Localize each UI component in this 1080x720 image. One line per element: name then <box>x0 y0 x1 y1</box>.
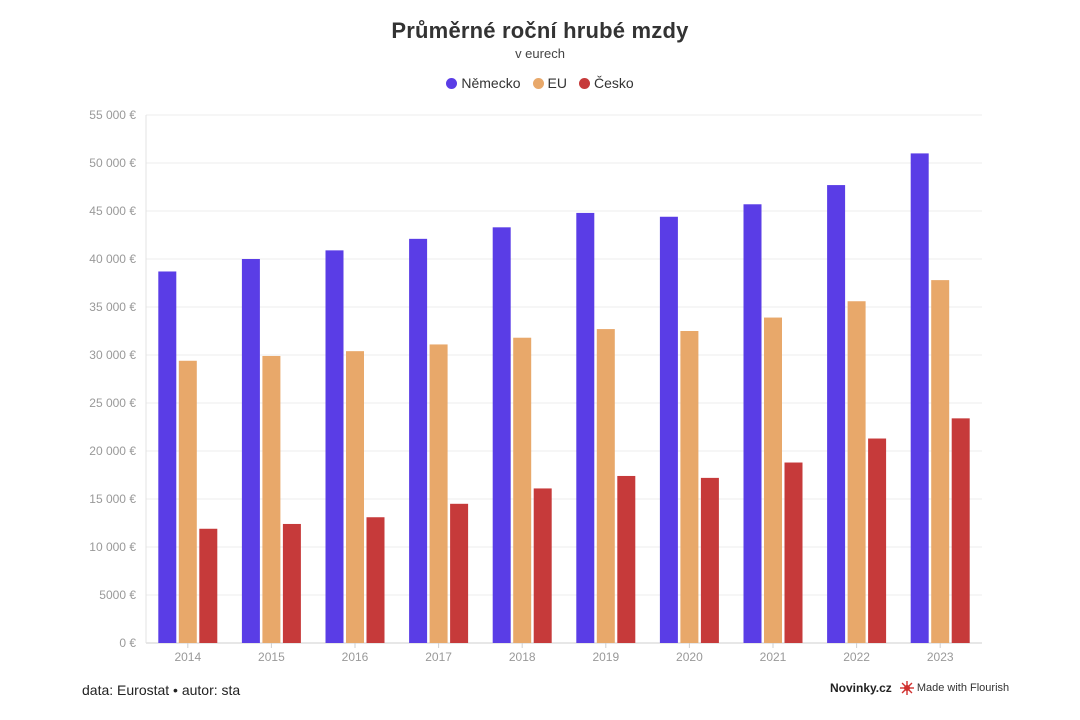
x-tick-label: 2016 <box>342 650 369 664</box>
x-tick-label: 2015 <box>258 650 285 664</box>
bar <box>158 271 177 643</box>
chart-subtitle: v eurech <box>515 46 565 61</box>
x-tick-label: 2020 <box>676 650 703 664</box>
chart-title: Průměrné roční hrubé mzdy <box>391 18 689 43</box>
x-tick-label: 2014 <box>174 650 201 664</box>
legend: Německo EU Česko <box>0 75 1080 91</box>
x-tick-label: 2021 <box>760 650 787 664</box>
bar <box>325 250 344 644</box>
y-tick-label: 15 000 € <box>89 492 136 506</box>
x-tick-label: 2023 <box>927 650 954 664</box>
bar <box>868 438 887 643</box>
legend-item-nemecko[interactable]: Německo <box>446 75 521 91</box>
source-note: data: Eurostat • autor: sta <box>82 682 241 698</box>
legend-swatch <box>578 77 590 89</box>
bar <box>429 344 448 643</box>
y-tick-label: 35 000 € <box>89 300 136 314</box>
legend-item-eu[interactable]: EU <box>532 75 567 91</box>
bar <box>951 418 970 643</box>
bar <box>409 238 428 643</box>
y-tick-label: 45 000 € <box>89 204 136 218</box>
legend-label: Německo <box>461 75 521 91</box>
y-tick-label: 20 000 € <box>89 444 136 458</box>
y-tick-label: 50 000 € <box>89 156 136 170</box>
bar <box>513 337 532 643</box>
flourish-icon <box>899 681 914 695</box>
bar <box>596 329 615 643</box>
bar <box>492 227 511 643</box>
legend-label: EU <box>547 75 567 91</box>
x-tick-label: 2017 <box>425 650 452 664</box>
bar <box>931 280 950 643</box>
flourish-credit[interactable]: Made with Flourish <box>899 681 1010 695</box>
bar <box>282 523 301 643</box>
y-tick-label: 5000 € <box>99 588 136 602</box>
bar <box>764 317 782 643</box>
y-tick-label: 0 € <box>119 636 136 650</box>
x-tick-label: 2019 <box>592 650 619 664</box>
bar <box>576 212 595 644</box>
bar <box>178 360 197 643</box>
bar <box>617 475 636 643</box>
y-tick-label: 25 000 € <box>89 396 136 410</box>
legend-label: Česko <box>593 75 634 91</box>
bar <box>743 204 762 643</box>
bar <box>346 351 364 643</box>
bar <box>450 503 469 643</box>
flourish-label: Made with Flourish <box>916 682 1010 694</box>
brand-logo[interactable]: Novinky.cz <box>830 681 892 695</box>
bar <box>199 528 218 643</box>
bar <box>366 517 385 643</box>
bar <box>659 216 678 643</box>
y-tick-label: 40 000 € <box>89 252 136 266</box>
y-tick-label: 55 000 € <box>89 108 136 122</box>
bar <box>910 153 929 643</box>
credits: Novinky.cz Made with Flourish <box>830 681 1009 695</box>
bar <box>262 355 281 643</box>
bar <box>533 488 552 643</box>
x-tick-label: 2022 <box>843 650 870 664</box>
bar <box>241 259 260 643</box>
legend-swatch <box>532 77 544 89</box>
legend-item-cesko[interactable]: Česko <box>578 75 634 91</box>
bar <box>700 477 719 643</box>
bar <box>847 301 866 643</box>
bar <box>784 462 803 643</box>
bar <box>827 185 846 643</box>
y-tick-label: 10 000 € <box>89 540 136 554</box>
legend-swatch <box>446 77 458 89</box>
y-tick-label: 30 000 € <box>89 348 136 362</box>
bar <box>680 331 699 643</box>
x-tick-label: 2018 <box>509 650 536 664</box>
